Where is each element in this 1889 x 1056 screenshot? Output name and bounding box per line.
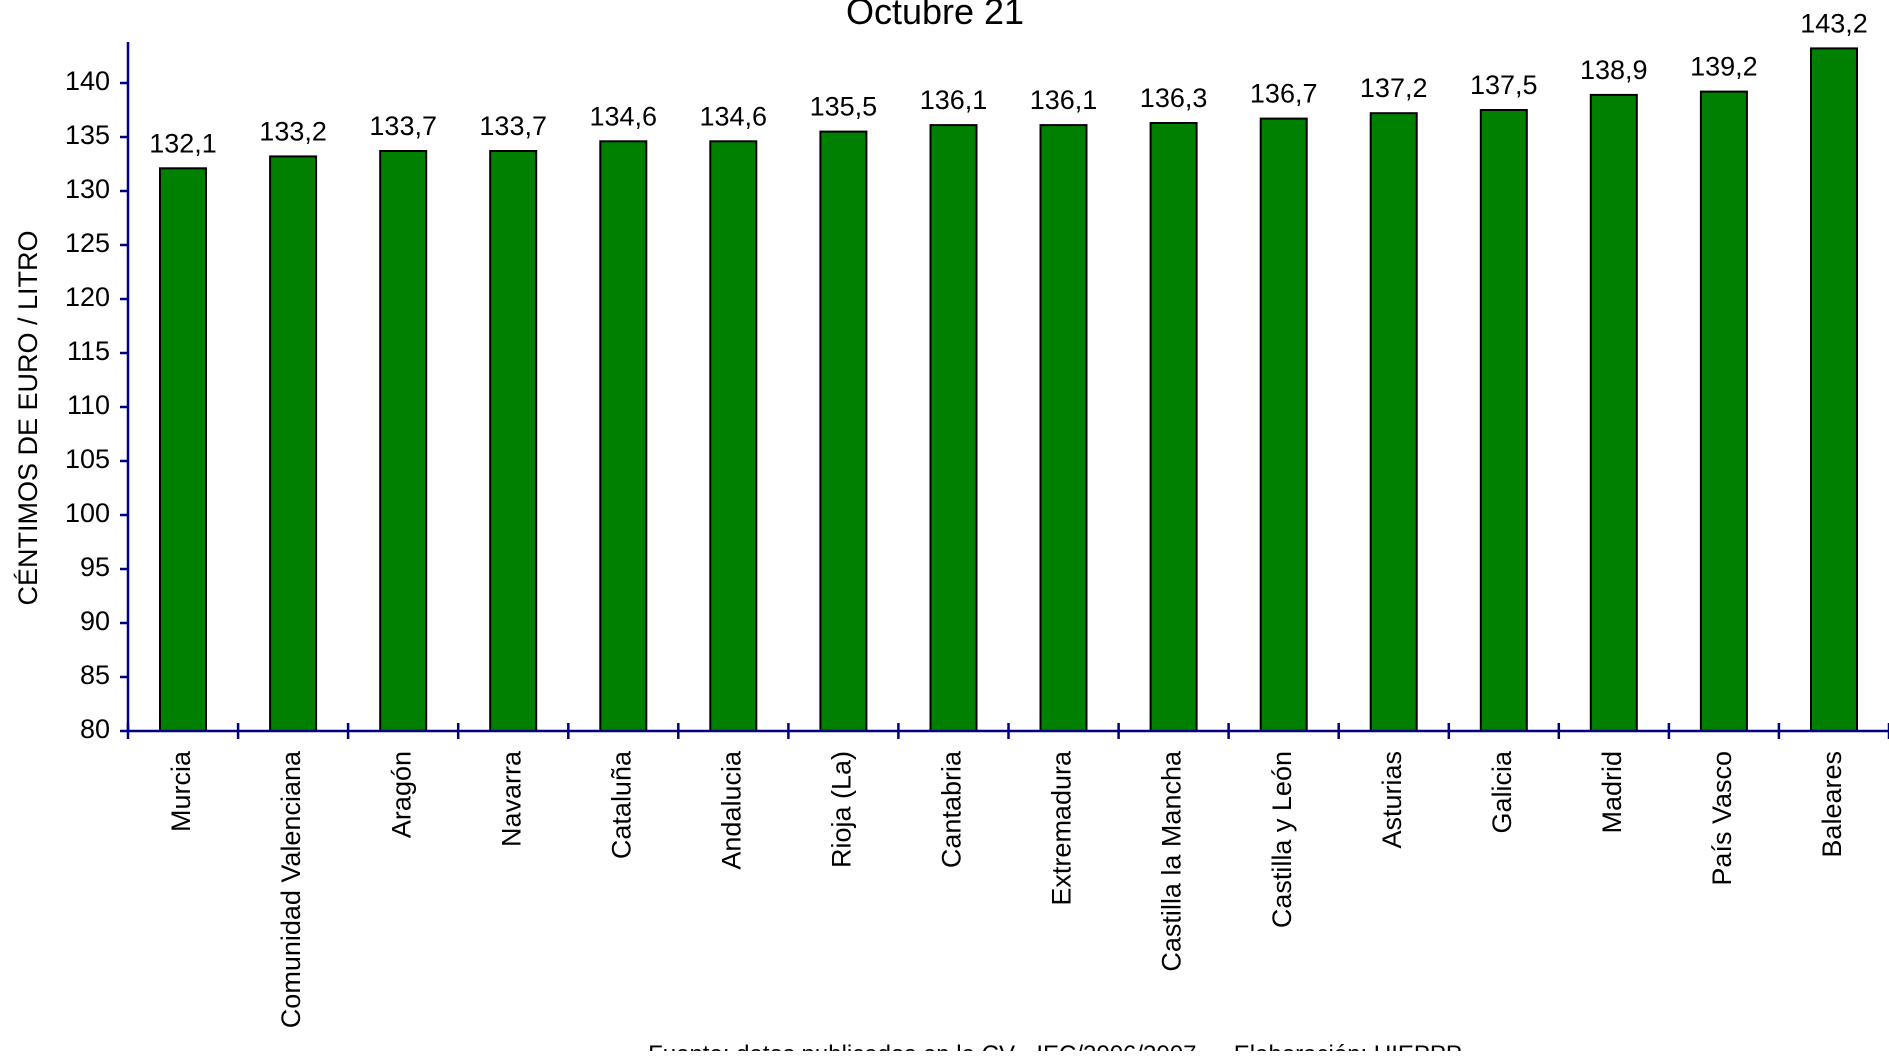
data-label: 143,2 — [1800, 8, 1868, 38]
y-tick-label: 115 — [67, 336, 110, 366]
bar — [819, 130, 868, 733]
y-tick-label: 130 — [65, 174, 110, 204]
x-tick-label: Extremadura — [1047, 750, 1077, 906]
data-label: 136,7 — [1250, 79, 1318, 109]
x-tick-label: Cataluña — [606, 750, 636, 859]
bars-layer — [159, 47, 1858, 733]
x-tick-label: Galicia — [1487, 750, 1517, 834]
data-label: 133,7 — [479, 111, 547, 141]
bar — [1810, 47, 1858, 732]
x-tick-label: Aragón — [386, 751, 416, 838]
x-tick-label: Cantabria — [937, 750, 967, 868]
y-tick-label: 135 — [65, 120, 110, 150]
data-label: 139,2 — [1690, 52, 1758, 82]
data-label: 137,2 — [1360, 73, 1428, 103]
bar — [1149, 122, 1198, 732]
x-tick-label: Castilla y León — [1267, 751, 1297, 928]
bar — [929, 124, 978, 733]
bar — [379, 150, 428, 732]
y-axis-label: CÉNTIMOS DE EURO / LITRO — [13, 230, 43, 605]
x-tick-label: Madrid — [1597, 751, 1627, 834]
y-tick-label: 140 — [65, 66, 110, 96]
x-tick-label: Comunidad Valenciana — [276, 750, 306, 1028]
y-tick-label: 110 — [67, 390, 110, 420]
data-label: 135,5 — [810, 92, 878, 122]
x-tick-label: Navarra — [496, 750, 526, 847]
labels-layer: 132,1 Murcia 133,2 Comunidad Valenciana 133,… — [65, 8, 1868, 1028]
data-label: 136,1 — [1030, 85, 1098, 115]
y-tick-label: 105 — [65, 444, 110, 474]
bar — [1479, 109, 1528, 732]
chart-title: Octubre 21 — [846, 0, 1024, 32]
bar — [1039, 124, 1088, 733]
y-tick-label: 90 — [80, 606, 110, 636]
data-label: 134,6 — [590, 101, 658, 131]
data-label: 133,2 — [259, 116, 327, 146]
x-tick-label: Asturias — [1377, 751, 1407, 849]
y-tick-label: 85 — [80, 660, 110, 690]
bar — [489, 150, 538, 732]
y-tick-label: 95 — [80, 552, 110, 582]
y-tick-label: 80 — [80, 714, 110, 744]
axes-layer — [120, 42, 1889, 739]
bar — [1699, 90, 1748, 733]
bar — [1369, 112, 1418, 732]
bar — [269, 155, 318, 732]
data-label: 133,7 — [369, 111, 437, 141]
x-tick-label: Andalucia — [716, 750, 746, 870]
x-tick-label: País Vasco — [1707, 751, 1737, 886]
data-label: 136,3 — [1140, 83, 1208, 113]
x-tick-label: Castilla la Mancha — [1157, 750, 1187, 972]
y-tick-label: 120 — [65, 282, 110, 312]
source-note: Fuente: datos publicados en la CV - IEC/… — [648, 1041, 1462, 1051]
x-tick-label: Baleares — [1817, 751, 1847, 858]
bar — [709, 140, 758, 733]
data-label: 132,1 — [149, 128, 217, 158]
data-label: 137,5 — [1470, 70, 1538, 100]
bar — [1589, 93, 1638, 732]
data-label: 136,1 — [920, 85, 988, 115]
bar — [159, 167, 207, 733]
x-tick-label: Murcia — [166, 750, 196, 832]
y-tick-label: 100 — [65, 498, 110, 528]
y-tick-label: 125 — [65, 228, 110, 258]
bar — [1259, 117, 1308, 733]
bar — [599, 140, 648, 733]
data-label: 134,6 — [700, 101, 768, 131]
data-label: 138,9 — [1580, 55, 1648, 85]
x-tick-label: Rioja (La) — [827, 751, 857, 868]
